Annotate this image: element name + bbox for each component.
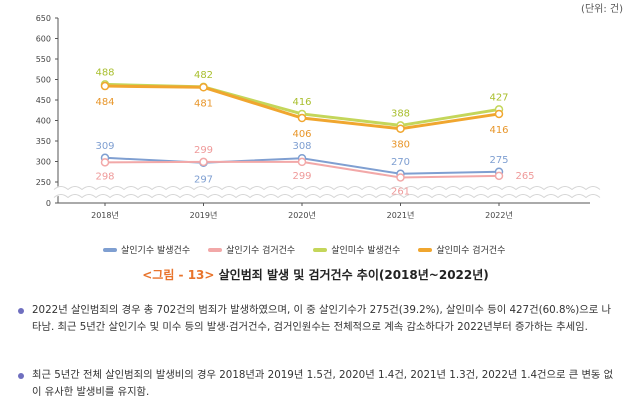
data-point [396,124,405,133]
y-tick-label: 350 [36,137,51,146]
figure-title: 살인범죄 발생 및 검거건수 추이(2018년~2022년) [218,268,489,282]
data-label: 482 [194,70,213,81]
paragraph-2: 최근 5년간 전체 살인범죄의 발생비의 경우 2018년과 2019년 1.5… [18,367,618,401]
data-label: 380 [391,140,410,151]
legend-swatch [418,247,433,252]
data-label: 270 [391,157,410,168]
y-tick-label: 300 [36,158,51,167]
figure-number: <그림 - 13> [142,268,215,282]
y-tick-label: 400 [36,117,51,126]
x-tick-label: 2018년 [91,210,119,220]
legend-swatch [103,247,117,252]
data-label: 488 [95,67,114,78]
data-point [396,173,405,182]
y-tick-label: 450 [36,96,51,105]
legend-swatch [313,247,328,252]
legend-item: 살인기수 발생건수 [103,243,190,256]
y-tick-label: 550 [36,55,51,64]
x-tick-label: 2020년 [288,210,316,220]
axis-break-line [53,194,601,199]
chart-axes [51,17,603,206]
y-tick-label: 0 [46,199,51,208]
data-label: 484 [95,97,114,108]
data-label: 299 [292,171,311,182]
y-tick-label: 500 [36,76,51,85]
paragraph-1: 2022년 살인범죄의 경우 총 702건의 범죄가 발생하였으며, 이 중 살… [18,302,618,336]
data-label: 416 [489,125,508,136]
data-point [494,109,504,119]
data-label: 308 [292,141,311,152]
data-point [297,113,307,123]
axis-break-line [53,186,601,191]
paragraph-text: 최근 5년간 전체 살인범죄의 발생비의 경우 2018년과 2019년 1.5… [32,369,614,398]
x-tick-label: 2019년 [190,210,218,220]
data-point [297,157,307,167]
y-tick-label: 600 [36,35,51,44]
data-label: 309 [95,141,114,152]
legend-item: 살인미수 검거건수 [418,243,505,256]
y-tick-label: 650 [36,14,51,23]
data-label: 388 [391,108,410,119]
x-tick-labels: 2018년 2019년 2020년 2021년 2022년 [91,210,513,220]
legend-label: 살인미수 발생건수 [331,246,401,256]
data-label: 406 [292,129,311,140]
legend-label: 살인미수 검거건수 [436,246,506,256]
data-label: 481 [194,98,213,109]
data-point [100,158,110,167]
data-label: 298 [95,171,114,182]
bullet-icon [18,373,24,379]
data-point [199,157,208,167]
legend-label: 살인기수 발생건수 [121,246,191,256]
x-tick-label: 2021년 [387,210,415,220]
y-tick-label: 250 [36,178,51,187]
bullet-icon [18,308,24,314]
paragraph-text: 2022년 살인범죄의 경우 총 702건의 범죄가 발생하였으며, 이 중 살… [32,304,612,333]
data-labels: 309 297 308 270 275 298 299 299 261 265 488 482 416 3… [95,67,534,197]
unit-label: (단위: 건) [581,4,623,15]
data-point [199,83,208,92]
legend-item: 살인미수 발생건수 [313,243,400,256]
data-label: 416 [292,97,311,108]
data-label: 261 [391,186,410,197]
legend-item: 살인기수 검거건수 [208,243,295,256]
data-label: 275 [489,155,508,166]
chart-legend: 살인기수 발생건수 살인기수 검거건수 살인미수 발생건수 살인미수 검거건수 [103,243,523,256]
axis-break-band [51,186,603,200]
y-tick-labels: 0 250 300 350 400 450 500 550 600 650 [36,14,51,208]
data-label: 265 [515,171,534,182]
figure-caption: <그림 - 13> 살인범죄 발생 및 검거건수 추이(2018년~2022년) [0,266,631,283]
series-points [100,80,504,182]
x-tick-label: 2022년 [485,210,513,220]
data-label: 427 [489,92,508,103]
data-label: 297 [194,175,213,186]
data-point [100,81,110,91]
legend-label: 살인기수 검거건수 [226,246,296,256]
data-label: 299 [194,145,213,156]
data-point [494,171,504,181]
legend-swatch [208,247,223,252]
